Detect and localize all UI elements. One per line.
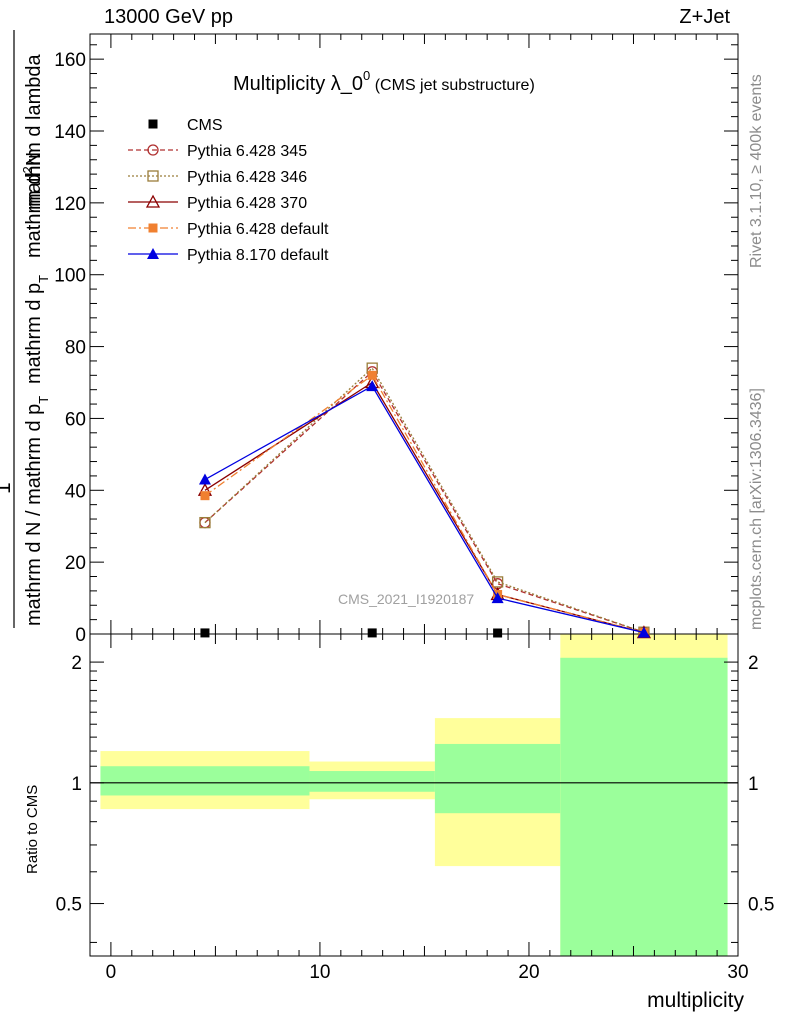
main-y-tick-label: 20 [65, 553, 86, 574]
ratio-y-axis-label: Ratio to CMS [24, 785, 41, 874]
analysis-watermark: CMS_2021_I1920187 [338, 591, 474, 607]
ratio-x-tick-label: 10 [309, 962, 330, 983]
chart-title-main: Multiplicity λ_0 [233, 73, 363, 95]
data-point-5-2 [491, 592, 504, 604]
ratio-y-tick-label-right: 2 [748, 653, 759, 674]
ratio-y-tick-label: 1 [71, 774, 82, 795]
main-y-tick-label: 120 [54, 194, 86, 215]
ylabel-denominator: mathrm d N / mathrm d pT [23, 396, 51, 626]
legend-label-0: CMS [187, 117, 223, 134]
chart-title-subtitle: (CMS jet substructure) [370, 77, 534, 94]
ratio-y-tick-label: 2 [71, 653, 82, 674]
data-point-5-3 [637, 626, 650, 638]
ratio-x-axis-label: multiplicity [647, 989, 744, 1012]
data-point-4-1 [367, 370, 377, 380]
ratio-y-tick-label-right: 0.5 [748, 895, 774, 916]
main-y-tick-label: 140 [54, 122, 86, 143]
main-y-tick-label: 80 [65, 338, 86, 359]
legend-marker-2 [147, 170, 159, 182]
ratio-y-tick-label: 0.5 [56, 895, 82, 916]
data-point-2-2 [491, 576, 504, 588]
legend-label-2: Pythia 6.428 346 [187, 169, 307, 186]
data-point-0-1 [367, 628, 377, 638]
series-line-2 [204, 367, 645, 633]
ylabel-one: 1 [0, 482, 15, 494]
ylabel-differential-lambda: mathrm d lambda [23, 54, 45, 210]
legend-label-5: Pythia 8.170 default [187, 247, 329, 264]
ratio-x-tick-label: 0 [106, 962, 117, 983]
data-point-2-0 [199, 516, 211, 529]
data-point-4-0 [200, 491, 210, 501]
main-y-tick-label: 100 [54, 266, 86, 287]
energy-label: 13000 GeV pp [104, 6, 233, 28]
ratio-plot-frame [89, 633, 739, 957]
ylabel-differential-pt: mathrm d pT [23, 275, 51, 384]
legend-marker-0 [148, 119, 158, 129]
ratio-x-tick-label: 30 [727, 962, 748, 983]
data-point-5-1 [366, 380, 379, 392]
main-y-tick-label: 160 [54, 50, 86, 71]
ratio-x-tick-label: 20 [518, 962, 539, 983]
legend-label-4: Pythia 6.428 default [187, 221, 329, 238]
legend-marker-5 [147, 248, 159, 259]
series-line-4 [204, 374, 645, 634]
legend-label-3: Pythia 6.428 370 [187, 195, 307, 212]
ylabel-numerator: mathrm d2N [20, 152, 45, 258]
main-y-tick-label: 60 [65, 409, 86, 430]
data-point-0-0 [200, 628, 210, 638]
main-y-axis-label: 1 mathrm d2N mathrm d pT mathrm d lambda mat… [0, 30, 51, 628]
chart-title: Multiplicity λ_00 (CMS jet substructure) [233, 68, 535, 95]
main-y-tick-label: 0 [75, 625, 86, 646]
stat-uncertainty-band-1 [309, 771, 435, 792]
data-point-0-2 [493, 628, 503, 638]
stat-uncertainty-band-0 [100, 766, 310, 796]
process-label: Z+Jet [679, 6, 730, 28]
rivet-version-label: Rivet 3.1.10, ≥ 400k events [748, 74, 765, 268]
legend-marker-1 [147, 144, 159, 156]
ratio-y-tick-label-right: 1 [748, 774, 759, 795]
stat-uncertainty-band-2 [434, 743, 561, 814]
stat-uncertainty-band-3 [560, 657, 728, 956]
legend-label-1: Pythia 6.428 345 [187, 143, 307, 160]
series-line-5 [204, 385, 645, 634]
source-label: mcplots.cern.ch [arXiv:1306.3436] [748, 388, 765, 630]
legend-marker-4 [148, 223, 158, 233]
main-y-tick-label: 40 [65, 481, 86, 502]
legend-marker-3 [145, 194, 161, 208]
series-line-1 [204, 370, 645, 633]
data-point-5-0 [198, 473, 211, 485]
chart-title-superscript: 0 [363, 68, 370, 83]
